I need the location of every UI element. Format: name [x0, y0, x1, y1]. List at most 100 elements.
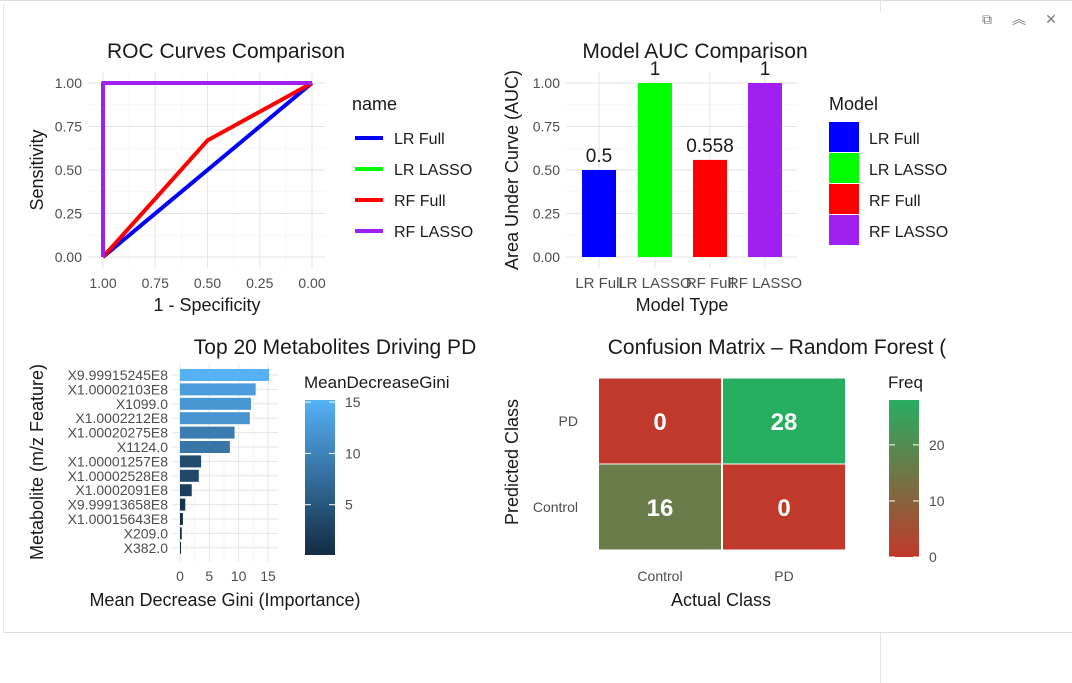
- auc-data-label: 1: [650, 59, 661, 80]
- confusion-legend-title: Freq: [888, 373, 923, 392]
- importance-title-clip: [493, 330, 893, 370]
- importance-title: Top 20 Metabolites Driving PD: [194, 336, 476, 359]
- confusion-cell-value: 28: [771, 409, 798, 436]
- confusion-x-tick-label: Control: [637, 568, 682, 584]
- roc-title: ROC Curves Comparison: [107, 40, 345, 63]
- roc-series-line: [101, 81, 312, 257]
- auc-legend-label: RF Full: [869, 193, 921, 210]
- importance-x-tick-label: 5: [205, 568, 213, 584]
- auc-legend-title: Model: [829, 94, 878, 114]
- viewer-left-border: [3, 4, 4, 632]
- auc-legend-key: [829, 122, 859, 152]
- roc-legend-label: LR Full: [394, 131, 445, 148]
- importance-bar: [180, 469, 199, 482]
- pane-divider-bottom: [880, 633, 881, 683]
- roc-x-tick-label: 0.25: [246, 275, 273, 291]
- importance-y-tick-label: X1.00002528E8: [68, 468, 169, 484]
- roc-x-tick-label: 1.00: [89, 275, 116, 291]
- confusion-x-tick-label: PD: [774, 568, 793, 584]
- roc-x-tick-label: 0.50: [194, 275, 221, 291]
- importance-colorbar: [305, 400, 335, 555]
- auc-legend-label: LR LASSO: [869, 162, 947, 179]
- importance-legend-tick-label: 15: [345, 394, 361, 410]
- roc-x-tick-label: 0.75: [142, 275, 169, 291]
- importance-bar: [180, 455, 202, 468]
- roc-legend-label: RF Full: [394, 193, 446, 210]
- importance-y-tick-label: X1.00001257E8: [68, 453, 169, 469]
- roc-y-tick-label: 0.75: [55, 119, 82, 135]
- confusion-cell: [598, 377, 722, 465]
- viewer-top-border: [0, 0, 1072, 5]
- confusion-legend-tick-label: 0: [929, 549, 937, 565]
- auc-x-tick-label: RF LASSO: [728, 275, 802, 292]
- collapse-icon[interactable]: ︽: [1012, 11, 1026, 27]
- importance-x-tick-label: 0: [176, 568, 184, 584]
- confusion-y-tick-label: Control: [533, 499, 578, 515]
- confusion-y-tick-label: PD: [559, 413, 578, 429]
- auc-y-tick-label: 0.00: [533, 249, 560, 265]
- auc-legend-label: RF LASSO: [869, 224, 948, 241]
- auc-bar: [748, 83, 782, 257]
- auc-y-tick-label: 0.25: [533, 206, 560, 222]
- importance-bar: [180, 441, 230, 453]
- importance-bar: [180, 383, 256, 396]
- auc-legend-label: LR Full: [869, 131, 920, 148]
- close-icon[interactable]: ✕: [1045, 11, 1057, 27]
- roc-y-tick-label: 1.00: [55, 75, 82, 91]
- importance-panel: 0 5 10 15X9.99915245E8X1.00002103E8X1099.0X…: [27, 330, 893, 610]
- auc-y-tick-label: 0.50: [533, 162, 560, 178]
- importance-y-tick-label: X9.99915245E8: [68, 367, 169, 383]
- importance-bar: [180, 412, 250, 425]
- confusion-cell-value: 0: [777, 495, 790, 522]
- importance-x-axis-label: Mean Decrease Gini (Importance): [89, 590, 360, 610]
- viewer-toolbar: ⧉ ︽ ✕: [978, 10, 1060, 28]
- importance-bar: [180, 513, 183, 525]
- importance-x-tick-label: 10: [231, 568, 247, 584]
- importance-y-tick-label: X1.0002091E8: [75, 482, 168, 498]
- roc-y-tick-label: 0.50: [55, 162, 82, 178]
- auc-data-label: 0.558: [686, 136, 734, 157]
- confusion-x-axis-label: Actual Class: [671, 590, 771, 610]
- auc-bar: [638, 83, 672, 257]
- importance-y-tick-label: X382.0: [124, 540, 169, 556]
- importance-bar: [180, 498, 186, 511]
- importance-bar: [180, 484, 192, 497]
- auc-panel: 0.00 0.25 0.50 0.75 1.00 0.5 LR Full 1 LR LASSO 0…: [502, 40, 948, 315]
- confusion-y-axis-label: Predicted Class: [502, 399, 522, 525]
- confusion-legend-tick-label: 20: [929, 437, 945, 453]
- auc-legend-key: [829, 215, 859, 245]
- popout-icon[interactable]: ⧉: [982, 11, 992, 27]
- roc-series-line: [101, 81, 314, 259]
- importance-y-tick-label: X1124.0: [117, 439, 168, 455]
- importance-y-tick-label: X1.00002103E8: [68, 381, 169, 397]
- confusion-legend-tick-label: 10: [929, 493, 945, 509]
- auc-bar: [582, 170, 616, 257]
- auc-x-tick-label: RF Full: [686, 275, 734, 292]
- auc-y-axis-label: Area Under Curve (AUC): [502, 70, 522, 270]
- auc-x-tick-label: LR Full: [575, 275, 623, 292]
- importance-legend-tick-label: 10: [345, 445, 361, 461]
- auc-title: Model AUC Comparison: [582, 40, 807, 63]
- roc-y-axis-label: Sensitivity: [27, 129, 47, 210]
- importance-legend-tick-label: 5: [345, 497, 353, 513]
- confusion-panel: 0 28 16 0 Control PD PD Control Confusion Matrix…: [502, 330, 1072, 610]
- importance-bar: [180, 541, 181, 554]
- importance-bar: [180, 369, 270, 381]
- importance-y-tick-label: X1.0002212E8: [75, 410, 168, 426]
- auc-legend-key: [829, 184, 859, 214]
- roc-x-axis-label: 1 - Specificity: [153, 295, 260, 315]
- roc-panel: 1.00 0.75 0.50 0.25 0.00 0.00 0.25 0.50 0.75 1.00…: [27, 40, 473, 315]
- roc-legend-title: name: [352, 94, 397, 114]
- auc-data-label: 0.5: [586, 146, 612, 167]
- roc-y-tick-label: 0.25: [55, 206, 82, 222]
- roc-x-tick-label: 0.00: [298, 275, 325, 291]
- importance-bar: [180, 527, 182, 540]
- confusion-cell: [722, 463, 846, 551]
- importance-legend-title: MeanDecreaseGini: [304, 373, 450, 392]
- auc-y-tick-label: 1.00: [533, 75, 560, 91]
- pane-divider: [880, 0, 881, 12]
- confusion-cell-value: 16: [647, 495, 674, 522]
- auc-data-label: 1: [760, 59, 771, 80]
- importance-y-tick-label: X209.0: [124, 525, 169, 541]
